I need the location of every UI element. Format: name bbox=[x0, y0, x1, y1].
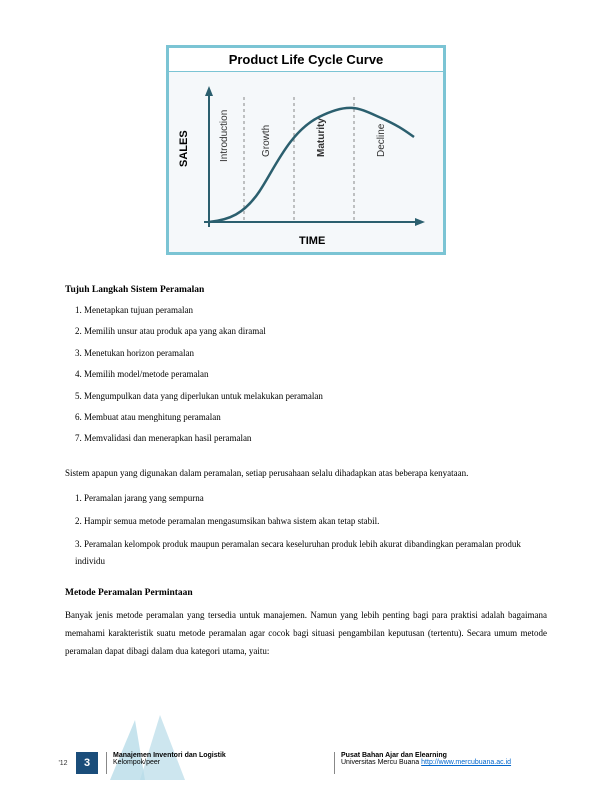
reality-item: 3. Peramalan kelompok produk maupun pera… bbox=[75, 536, 547, 570]
step-item: 3. Menetukan horizon peramalan bbox=[75, 346, 547, 360]
footer-col-course: Manajemen Inventori dan Logistik Kelompo… bbox=[106, 752, 334, 774]
reality-text: Peramalan jarang yang sempurna bbox=[84, 493, 204, 503]
footer-university: Universitas Mercu Buana bbox=[341, 759, 421, 766]
step-item: 4. Memilih model/metode peramalan bbox=[75, 367, 547, 381]
chart-title: Product Life Cycle Curve bbox=[169, 48, 443, 72]
seven-steps-list: 1. Menetapkan tujuan peramalan 2. Memili… bbox=[75, 303, 547, 446]
step-text: Memvalidasi dan menerapkan hasil peramal… bbox=[84, 433, 251, 443]
y-axis-arrow bbox=[205, 86, 213, 96]
chart-svg: Introduction Growth Maturity Decline SAL… bbox=[169, 72, 443, 252]
chart-plot-area: Introduction Growth Maturity Decline SAL… bbox=[169, 72, 443, 252]
stage-label-introduction: Introduction bbox=[219, 110, 230, 162]
y-axis-label: SALES bbox=[178, 130, 190, 167]
step-text: Membuat atau menghitung peramalan bbox=[84, 412, 221, 422]
method-paragraph: Banyak jenis metode peramalan yang terse… bbox=[65, 606, 547, 660]
step-text: Memilih model/metode peramalan bbox=[84, 369, 208, 379]
page-footer: '12 3 Manajemen Inventori dan Logistik K… bbox=[50, 710, 562, 780]
method-title: Metode Peramalan Permintaan bbox=[65, 588, 547, 598]
x-axis-label: TIME bbox=[299, 235, 325, 247]
footer-year: '12 bbox=[50, 752, 76, 774]
step-text: Menetukan horizon peramalan bbox=[84, 348, 194, 358]
realities-section: Sistem apapun yang digunakan dalam peram… bbox=[65, 464, 547, 570]
step-item: 7. Memvalidasi dan menerapkan hasil pera… bbox=[75, 431, 547, 445]
reality-item: 1. Peramalan jarang yang sempurna bbox=[75, 490, 547, 507]
step-item: 5. Mengumpulkan data yang diperlukan unt… bbox=[75, 389, 547, 403]
step-item: 6. Membuat atau menghitung peramalan bbox=[75, 410, 547, 424]
reality-text: Hampir semua metode peramalan mengasumsi… bbox=[84, 516, 379, 526]
reality-item: 2. Hampir semua metode peramalan mengasu… bbox=[75, 513, 547, 530]
stage-label-decline: Decline bbox=[376, 123, 387, 157]
footer-course-sub: Kelompok/peer bbox=[113, 759, 328, 766]
step-item: 2. Memilih unsur atau produk apa yang ak… bbox=[75, 324, 547, 338]
footer-course-title: Manajemen Inventori dan Logistik bbox=[113, 752, 328, 759]
product-lifecycle-chart: Product Life Cycle Curve Introduction Gr… bbox=[166, 45, 446, 255]
method-section: Metode Peramalan Permintaan Banyak jenis… bbox=[65, 588, 547, 660]
realities-list: 1. Peramalan jarang yang sempurna 2. Ham… bbox=[75, 490, 547, 570]
seven-steps-title: Tujuh Langkah Sistem Peramalan bbox=[65, 285, 547, 295]
footer-source-line: Universitas Mercu Buana http://www.mercu… bbox=[341, 759, 556, 766]
footer-source-title: Pusat Bahan Ajar dan Elearning bbox=[341, 752, 556, 759]
realities-intro: Sistem apapun yang digunakan dalam peram… bbox=[65, 464, 547, 482]
step-text: Menetapkan tujuan peramalan bbox=[84, 305, 193, 315]
stage-label-maturity: Maturity bbox=[316, 118, 327, 157]
x-axis-arrow bbox=[415, 218, 425, 226]
footer-page-number: 3 bbox=[76, 752, 98, 774]
step-text: Memilih unsur atau produk apa yang akan … bbox=[84, 326, 266, 336]
footer-col-source: Pusat Bahan Ajar dan Elearning Universit… bbox=[334, 752, 562, 774]
step-text: Mengumpulkan data yang diperlukan untuk … bbox=[84, 391, 323, 401]
reality-text: Peramalan kelompok produk maupun peramal… bbox=[75, 539, 521, 566]
stage-label-growth: Growth bbox=[261, 125, 272, 157]
step-item: 1. Menetapkan tujuan peramalan bbox=[75, 303, 547, 317]
footer-content-row: '12 3 Manajemen Inventori dan Logistik K… bbox=[50, 752, 562, 774]
footer-link[interactable]: http://www.mercubuana.ac.id bbox=[421, 759, 511, 766]
seven-steps-section: Tujuh Langkah Sistem Peramalan 1. Meneta… bbox=[65, 285, 547, 446]
